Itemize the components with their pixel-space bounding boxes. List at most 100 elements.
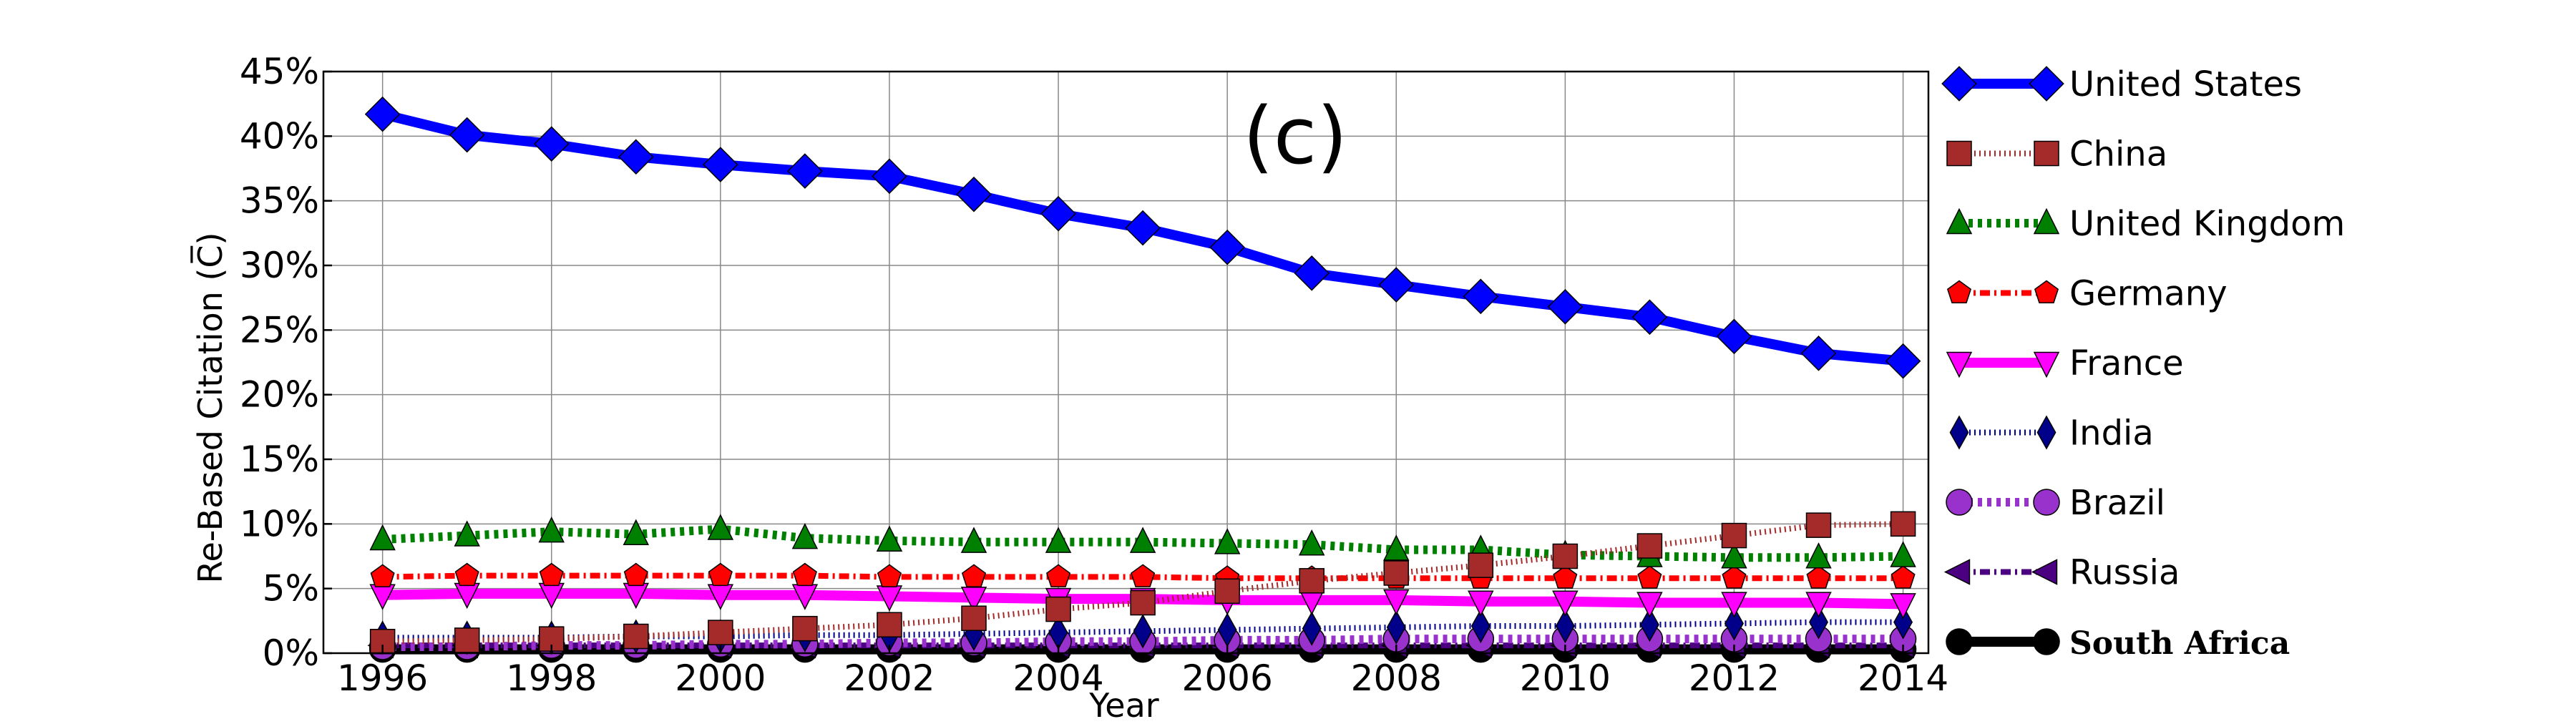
y-tick-label: 25% <box>240 309 319 351</box>
data-point <box>792 562 817 587</box>
data-point <box>877 612 902 638</box>
legend-entry: United Kingdom <box>1946 204 2345 244</box>
legend-marker <box>2034 280 2059 304</box>
data-point <box>1470 609 1491 644</box>
data-point <box>703 147 738 182</box>
y-tick-label: 5% <box>263 568 319 610</box>
data-point <box>961 564 987 587</box>
legend-label: Russia <box>2069 553 2180 593</box>
legend-entry: India <box>1949 414 2154 454</box>
legend-marker <box>1946 140 1972 167</box>
data-point <box>1299 568 1324 594</box>
data-point <box>1724 606 1744 641</box>
data-point <box>454 627 480 653</box>
data-point <box>1552 590 1579 617</box>
data-point <box>623 519 650 545</box>
plot-frame <box>322 70 1930 655</box>
data-point <box>1302 611 1322 646</box>
legend-label: France <box>2069 343 2184 383</box>
legend-marker <box>2036 415 2057 450</box>
x-tick-label: 1998 <box>506 657 597 699</box>
data-point <box>1299 529 1325 556</box>
legend-label: Brazil <box>2069 483 2165 523</box>
data-point <box>1046 564 1071 587</box>
series-germany <box>370 562 1916 589</box>
legend-marker <box>1946 207 1973 235</box>
legend-label: China <box>2069 134 2167 175</box>
data-point <box>1214 528 1241 554</box>
data-point <box>872 158 907 195</box>
legend-entry: China <box>1946 134 2167 175</box>
data-point <box>1722 565 1747 589</box>
legend-marker <box>2033 628 2060 655</box>
data-point <box>1383 560 1410 586</box>
legend-marker <box>2034 140 2059 167</box>
data-point <box>1890 541 1916 567</box>
data-point <box>1386 610 1406 645</box>
data-point <box>1893 605 1913 640</box>
legend-entry: Russia <box>1943 553 2180 593</box>
legend-marker <box>2033 489 2060 516</box>
data-point <box>369 524 396 551</box>
data-point <box>1805 512 1832 538</box>
legend-marker <box>1943 559 1971 585</box>
data-point <box>1805 592 1832 618</box>
data-point <box>449 117 485 153</box>
data-point <box>1552 543 1579 569</box>
data-point <box>708 562 733 587</box>
legend-marker <box>1949 415 1969 450</box>
data-point <box>1639 607 1659 642</box>
data-point <box>787 153 823 189</box>
data-point <box>1133 614 1153 649</box>
data-point <box>1129 527 1156 553</box>
data-point <box>1131 564 1156 587</box>
data-point <box>707 514 734 540</box>
data-point <box>1045 527 1072 553</box>
data-point <box>1130 590 1156 616</box>
data-point <box>1040 195 1076 232</box>
series-layer <box>364 96 1921 663</box>
data-point <box>1721 522 1747 549</box>
data-point <box>370 564 395 587</box>
data-point <box>1468 552 1494 578</box>
legend-marker <box>1946 628 1973 655</box>
data-point <box>1383 534 1410 561</box>
data-point <box>961 605 987 631</box>
y-tick-label: 35% <box>240 180 319 222</box>
legend-entry: Germany <box>1946 274 2228 314</box>
legend-entry: France <box>1946 343 2184 383</box>
data-point <box>1468 590 1494 617</box>
legend-entry: United States <box>1941 64 2302 104</box>
x-tick-label: 2010 <box>1520 657 1611 699</box>
y-tick-label: 30% <box>240 245 319 286</box>
y-tick-label: 10% <box>240 503 319 544</box>
data-point <box>454 520 480 547</box>
y-tick-label: 40% <box>240 115 319 157</box>
data-point <box>960 527 987 553</box>
legend: United States China United Kingdom Germany F… <box>1941 64 2345 662</box>
data-point <box>708 620 733 645</box>
legend-marker <box>1941 66 1977 102</box>
data-point <box>1383 589 1410 616</box>
data-point <box>539 562 564 587</box>
data-point <box>1214 578 1240 605</box>
data-point <box>1636 533 1663 559</box>
legend-marker <box>2029 66 2064 102</box>
data-point <box>1553 565 1578 589</box>
x-tick-label: 2000 <box>675 657 766 699</box>
data-point <box>1800 336 1837 371</box>
x-tick-label: 2006 <box>1182 657 1273 699</box>
data-point <box>791 522 819 549</box>
data-point <box>1209 229 1245 265</box>
x-tick-label: 2008 <box>1351 657 1442 699</box>
x-tick-label: 2012 <box>1689 657 1780 699</box>
legend-entry: South Africa <box>1946 625 2290 662</box>
legend-marker <box>2033 207 2060 235</box>
y-tick-label: 15% <box>240 439 319 480</box>
ticks: 1996 1998 2000 2002 2004 2006 2008 2010 2012 2014… <box>240 51 1948 699</box>
y-axis-title: Re-Based Citation (C̅) <box>190 233 230 584</box>
data-point <box>1378 267 1415 303</box>
data-point <box>1806 565 1831 589</box>
data-point <box>1809 605 1828 640</box>
